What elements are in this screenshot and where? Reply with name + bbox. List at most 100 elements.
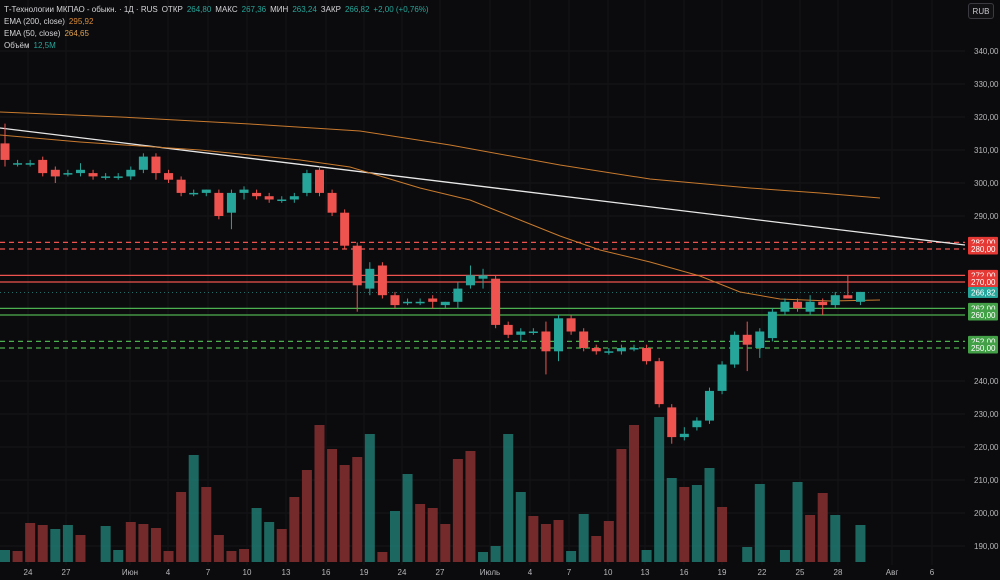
price-badge: [968, 286, 998, 298]
candle-body: [491, 278, 501, 325]
volume-bar: [754, 484, 765, 562]
candle-body: [629, 348, 639, 350]
time-tick-label: 16: [680, 568, 689, 577]
volume-bar: [12, 551, 23, 562]
volume-bars: [0, 417, 866, 562]
price-badge-label: 280,00: [971, 245, 996, 254]
volume-bar: [339, 465, 350, 562]
time-tick-label: 13: [641, 568, 650, 577]
candle-body: [327, 192, 337, 213]
ema50-label: EMA (50, close): [4, 29, 61, 38]
change-value: +2,00 (+0,76%): [373, 5, 429, 14]
candle-body: [38, 159, 48, 174]
price-tick-label: 310,00: [974, 146, 999, 155]
candle-body: [855, 291, 865, 302]
candles: [0, 123, 865, 444]
time-tick-label: 27: [62, 568, 71, 577]
price-badge-label: 260,00: [971, 311, 996, 320]
candle-body: [554, 318, 564, 352]
price-badge-label: 266,82: [971, 288, 996, 297]
time-tick-label: 4: [528, 568, 533, 577]
price-tick-label: 320,00: [974, 113, 999, 122]
volume-bar: [289, 497, 300, 562]
volume-bar: [855, 525, 866, 562]
time-tick-label: 24: [24, 568, 33, 577]
time-tick-label: 7: [206, 568, 211, 577]
candle-body: [503, 324, 513, 335]
symbol-title[interactable]: Т-Технологии МКПАО - обыкн. · 1Д · RUS: [4, 5, 158, 14]
candle-body: [189, 192, 199, 195]
candle-body: [126, 169, 136, 177]
volume-bar: [629, 425, 639, 562]
volume-bar: [465, 451, 476, 562]
volume-bar: [138, 524, 149, 562]
price-tick-label: 200,00: [974, 509, 999, 518]
time-tick-label: 22: [758, 568, 767, 577]
ema200-row[interactable]: EMA (200, close) 295,92: [4, 16, 429, 28]
candle-body: [428, 298, 438, 302]
time-tick-label: Июн: [122, 568, 138, 577]
price-tick-label: 290,00: [974, 212, 999, 221]
volume-bar: [503, 434, 514, 562]
volume-bar: [264, 522, 275, 562]
close-label: ЗАКР: [320, 5, 341, 14]
time-tick-label: 16: [322, 568, 331, 577]
candle-body: [440, 301, 450, 306]
volume-bar: [251, 508, 262, 562]
volume-bar: [75, 535, 86, 562]
ema50-value: 264,65: [64, 29, 89, 38]
volume-bar: [679, 487, 690, 562]
volume-bar: [478, 552, 489, 562]
candle-body: [541, 331, 551, 352]
volume-bar: [364, 434, 375, 562]
chart-legend: Т-Технологии МКПАО - обыкн. · 1Д · RUS О…: [4, 4, 429, 52]
candle-body: [377, 265, 387, 296]
time-tick-label: 4: [166, 568, 171, 577]
candle-body: [604, 351, 614, 353]
candle-body: [63, 173, 73, 175]
volume-bar: [528, 516, 539, 562]
volume-bar: [641, 550, 652, 562]
high-value: 267,36: [241, 5, 267, 14]
time-tick-label: 27: [436, 568, 445, 577]
time-tick-label: 19: [360, 568, 369, 577]
price-badge-label: 252,00: [971, 337, 996, 346]
ema50-row[interactable]: EMA (50, close) 264,65: [4, 28, 429, 40]
price-badge: [968, 276, 998, 288]
price-badge-label: 262,00: [971, 304, 996, 313]
candle-body: [365, 268, 375, 289]
candle-body: [730, 334, 740, 365]
price-badge-label: 270,00: [971, 278, 996, 287]
currency-button[interactable]: RUB: [968, 3, 994, 19]
volume-bar: [742, 547, 753, 562]
price-badge-label: 272,00: [971, 271, 996, 280]
candle-body: [403, 301, 413, 304]
time-tick-label: 24: [398, 568, 407, 577]
volume-value: 12,5M: [33, 41, 56, 50]
candle-body: [176, 179, 186, 193]
candle-body: [13, 163, 23, 165]
open-label: ОТКР: [161, 5, 183, 14]
ema200-line: [0, 111, 881, 199]
time-tick-label: 28: [834, 568, 843, 577]
ema50-line: [0, 134, 881, 302]
ema200-value: 295,92: [68, 17, 94, 26]
volume-bar: [37, 525, 48, 562]
volume-row[interactable]: Объём 12,5M: [4, 40, 429, 52]
price-tick-label: 230,00: [974, 410, 999, 419]
candle-body: [566, 318, 576, 332]
volume-bar: [150, 528, 161, 562]
volume-bar: [792, 482, 803, 562]
ema-lines: [0, 111, 881, 302]
candle-body: [478, 275, 488, 279]
volume-bar: [704, 468, 715, 562]
price-badge-label: 282,00: [971, 238, 996, 247]
volume-bar: [591, 536, 602, 562]
volume-bar: [0, 550, 10, 562]
ema200-label: EMA (200, close): [4, 17, 65, 26]
candle-body: [277, 199, 287, 201]
price-levels: [0, 127, 966, 349]
symbol-row: Т-Технологии МКПАО - обыкн. · 1Д · RUS О…: [4, 4, 429, 16]
